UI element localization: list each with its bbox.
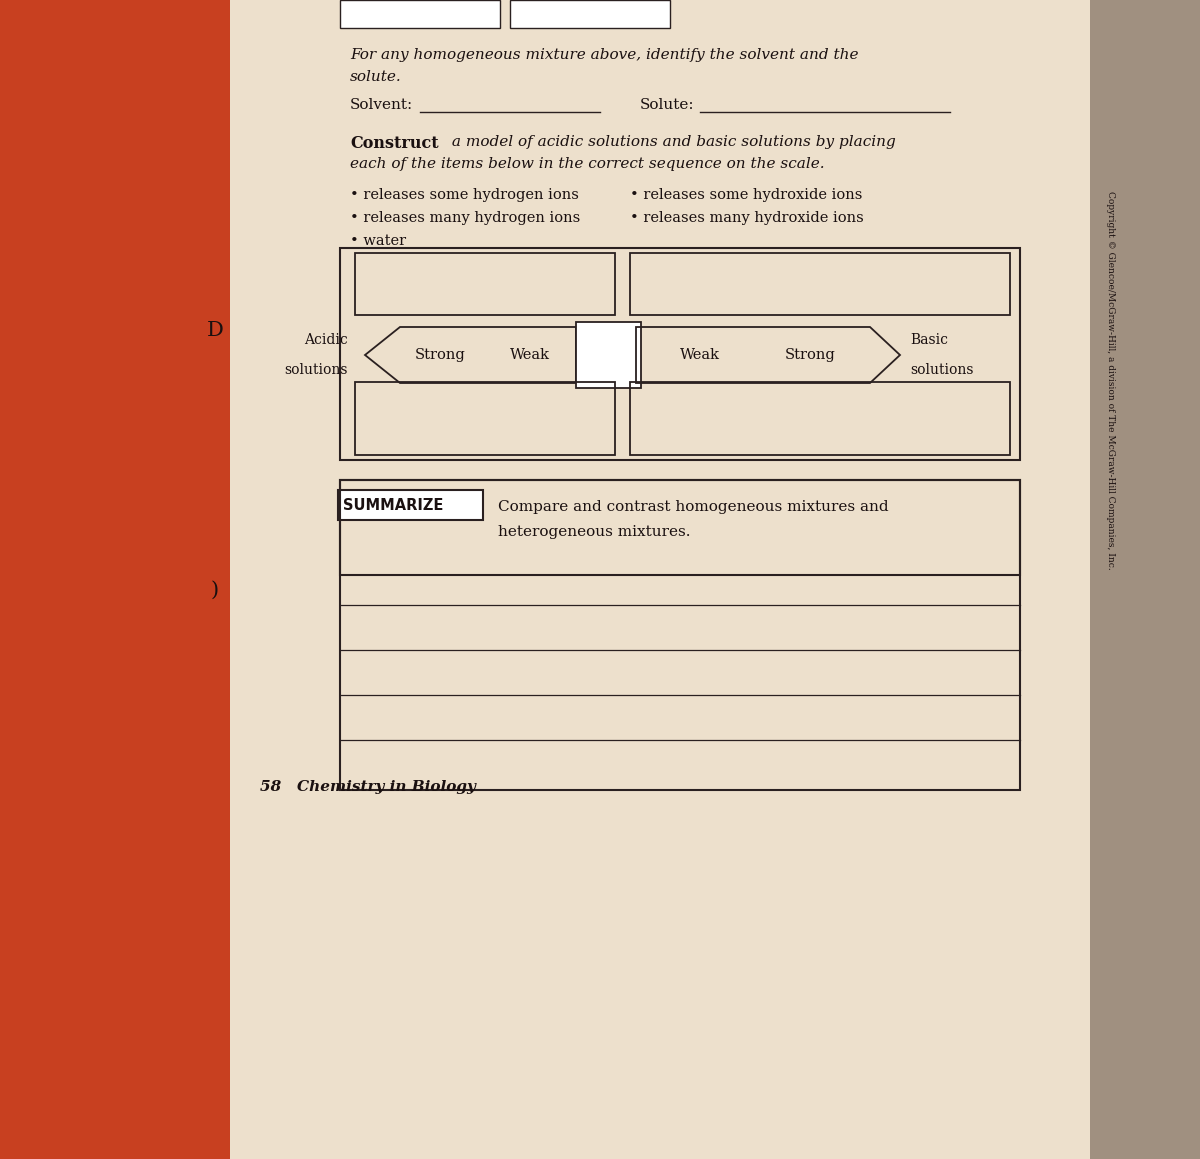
Bar [0,0,230,1159]
Text: • water: • water [350,234,406,248]
Text: • releases many hydroxide ions: • releases many hydroxide ions [630,211,864,225]
Text: Basic: Basic [910,333,948,347]
Bar [510,0,670,28]
Text: a model of acidic solutions and basic solutions by placing: a model of acidic solutions and basic so… [446,134,895,150]
Bar [630,382,1010,455]
Bar [230,0,1090,1159]
Bar [355,382,616,455]
Text: D: D [206,321,223,340]
Text: Acidic: Acidic [305,333,348,347]
Text: heterogeneous mixtures.: heterogeneous mixtures. [498,525,690,539]
Text: Strong: Strong [415,348,466,362]
Text: • releases many hydrogen ions: • releases many hydrogen ions [350,211,581,225]
Text: Compare and contrast homogeneous mixtures and: Compare and contrast homogeneous mixture… [498,500,889,513]
Text: Weak: Weak [510,348,550,362]
Text: solute.: solute. [350,70,402,83]
Text: • releases some hydroxide ions: • releases some hydroxide ions [630,188,863,202]
Bar [338,490,482,520]
Text: Copyright © Glencoe/McGraw-Hill, a division of The McGraw-Hill Companies, Inc.: Copyright © Glencoe/McGraw-Hill, a divis… [1105,190,1115,569]
Bar [630,253,1010,315]
Bar [340,0,500,28]
Text: Solvent:: Solvent: [350,99,413,112]
Text: solutions: solutions [284,363,348,377]
Text: Construct: Construct [350,134,439,152]
Bar [576,322,641,388]
Bar [340,480,1020,575]
Text: For any homogeneous mixture above, identify the solvent and the: For any homogeneous mixture above, ident… [350,48,858,61]
Text: SUMMARIZE: SUMMARIZE [343,498,443,513]
Text: solutions: solutions [910,363,973,377]
Text: Solute:: Solute: [640,99,695,112]
Text: 58   Chemistry in Biology: 58 Chemistry in Biology [260,780,476,794]
Text: Strong: Strong [785,348,835,362]
Bar [355,253,616,315]
Text: each of the items below in the correct sequence on the scale.: each of the items below in the correct s… [350,156,824,172]
Bar [340,480,1020,790]
Text: • releases some hydrogen ions: • releases some hydrogen ions [350,188,578,202]
Text: ): ) [211,581,220,599]
Bar [340,248,1020,460]
Text: Weak: Weak [680,348,720,362]
Bar [1090,0,1200,1159]
